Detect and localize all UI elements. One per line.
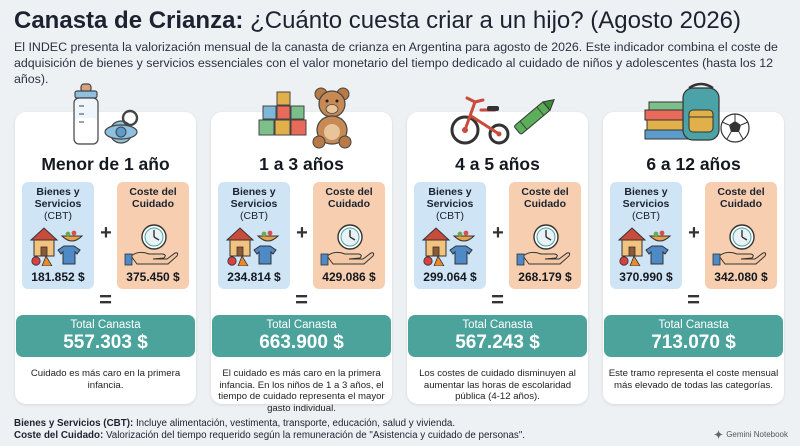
plus-sign: + (688, 222, 700, 244)
age-label: Menor de 1 año (41, 154, 170, 174)
cbt-subtitle: (CBT) (436, 210, 464, 222)
age-group-column: 1 a 3 años Bienes y Servicios (CBT) 234.8… (211, 82, 392, 414)
care-title: Coste del Cuidado (717, 186, 765, 210)
total-label: Total Canasta (70, 319, 141, 331)
footer-care-label: Coste del Cuidado: (14, 430, 104, 441)
age-group-column: Menor de 1 año Bienes y Servicios (CBT) 1… (15, 82, 196, 407)
cbt-box: Bienes y Servicios (CBT) 181.852 $ (22, 182, 94, 289)
clock-hand-icon (320, 224, 375, 266)
goods-services-icon (421, 227, 476, 266)
equals-sign: = (295, 287, 308, 312)
footer-care-note: Coste del Cuidado: Valorización del tiem… (14, 430, 525, 442)
plus-sign: + (296, 222, 308, 244)
columns: Menor de 1 año Bienes y Servicios (CBT) 1… (15, 82, 785, 414)
total-label: Total Canasta (462, 319, 533, 331)
care-title: Coste del Cuidado (129, 186, 177, 210)
brand-name: Gemini Notebook (726, 430, 788, 439)
sparkle-icon (714, 430, 724, 439)
cbt-title: Bienes y Servicios (34, 186, 82, 210)
note-text: Este tramo representa el coste mensual m… (608, 368, 779, 391)
age-label: 4 a 5 años (455, 154, 540, 174)
age-group-column: 4 a 5 años Bienes y Servicios (CBT) 299.0… (407, 82, 588, 407)
note-text: El cuidado es más caro en la primera inf… (218, 368, 385, 414)
total-bar: Total Canasta 713.070 $ (604, 315, 783, 357)
cbt-title: Bienes y Servicios (622, 186, 670, 210)
footer-cbt-note: Bienes y Servicios (CBT): Incluye alimen… (14, 418, 525, 430)
page-title: Canasta de Crianza: ¿Cuánto cuesta criar… (14, 6, 786, 36)
care-value: 429.086 $ (322, 270, 376, 284)
books-backpack-ball-icon (644, 82, 750, 143)
title-rest: ¿Cuánto cuesta criar a un hijo? (Agosto … (243, 7, 742, 34)
total-value: 567.243 $ (455, 332, 540, 353)
total-bar: Total Canasta 557.303 $ (16, 315, 195, 357)
care-box: Coste del Cuidado 342.080 $ (705, 182, 777, 289)
footer-cbt-label: Bienes y Servicios (CBT): (14, 418, 134, 429)
equals-sign: = (99, 287, 112, 312)
cbt-title: Bienes y Servicios (230, 186, 278, 210)
cbt-value: 299.064 $ (423, 270, 477, 284)
footer-cbt-text: Incluye alimentación, vestimenta, transp… (133, 418, 456, 429)
footer-notes: Bienes y Servicios (CBT): Incluye alimen… (14, 418, 525, 442)
cbt-subtitle: (CBT) (240, 210, 268, 222)
cbt-subtitle: (CBT) (632, 210, 660, 222)
total-value: 713.070 $ (651, 332, 736, 353)
age-group-column: 6 a 12 años Bienes y Servicios (CBT) 370.… (603, 82, 784, 407)
equals-sign: = (687, 287, 700, 312)
intro-text: El INDEC presenta la valorización mensua… (14, 40, 778, 86)
goods-services-icon (617, 227, 672, 266)
title-bold: Canasta de Crianza: (14, 7, 244, 34)
care-value: 342.080 $ (714, 270, 768, 284)
care-title: Coste del Cuidado (325, 186, 373, 210)
clock-hand-icon (124, 224, 179, 266)
care-box: Coste del Cuidado 429.086 $ (313, 182, 385, 289)
cbt-box: Bienes y Servicios (CBT) 299.064 $ (414, 182, 486, 289)
care-value: 375.450 $ (126, 270, 180, 284)
total-bar: Total Canasta 567.243 $ (408, 315, 587, 357)
cbt-value: 181.852 $ (31, 270, 85, 284)
total-label: Total Canasta (658, 319, 729, 331)
total-label: Total Canasta (266, 319, 337, 331)
clock-hand-icon (712, 224, 767, 266)
total-value: 557.303 $ (63, 332, 148, 353)
age-label: 1 a 3 años (259, 154, 344, 174)
baby-bottle-pacifier-icon (73, 83, 139, 145)
goods-services-icon (29, 227, 84, 266)
goods-services-icon (225, 227, 280, 266)
cbt-value: 234.814 $ (227, 270, 281, 284)
footer-care-text: Valorización del tiempo requerido según … (103, 430, 526, 441)
cbt-value: 370.990 $ (619, 270, 673, 284)
equals-sign: = (491, 287, 504, 312)
plus-sign: + (100, 222, 112, 244)
care-title: Coste del Cuidado (521, 186, 569, 210)
note-text: Cuidado es más caro en la primera infanc… (30, 368, 181, 391)
total-value: 663.900 $ (259, 332, 344, 353)
cbt-title: Bienes y Servicios (426, 186, 474, 210)
age-label: 6 a 12 años (646, 154, 741, 174)
care-value: 268.179 $ (518, 270, 572, 284)
cbt-subtitle: (CBT) (44, 210, 72, 222)
total-bar: Total Canasta 663.900 $ (212, 315, 391, 357)
clock-hand-icon (516, 224, 571, 266)
tricycle-crayon-icon (450, 96, 555, 145)
blocks-teddy-bear-icon (258, 87, 352, 149)
header: Canasta de Crianza: ¿Cuánto cuesta criar… (14, 6, 786, 87)
care-box: Coste del Cuidado 268.179 $ (509, 182, 581, 289)
cbt-box: Bienes y Servicios (CBT) 370.990 $ (610, 182, 682, 289)
care-box: Coste del Cuidado 375.450 $ (117, 182, 189, 289)
note-text: Los costes de cuidado disminuyen al aume… (419, 368, 576, 402)
brand-watermark: Gemini Notebook (714, 430, 788, 439)
cbt-box: Bienes y Servicios (CBT) 234.814 $ (218, 182, 290, 289)
plus-sign: + (492, 222, 504, 244)
